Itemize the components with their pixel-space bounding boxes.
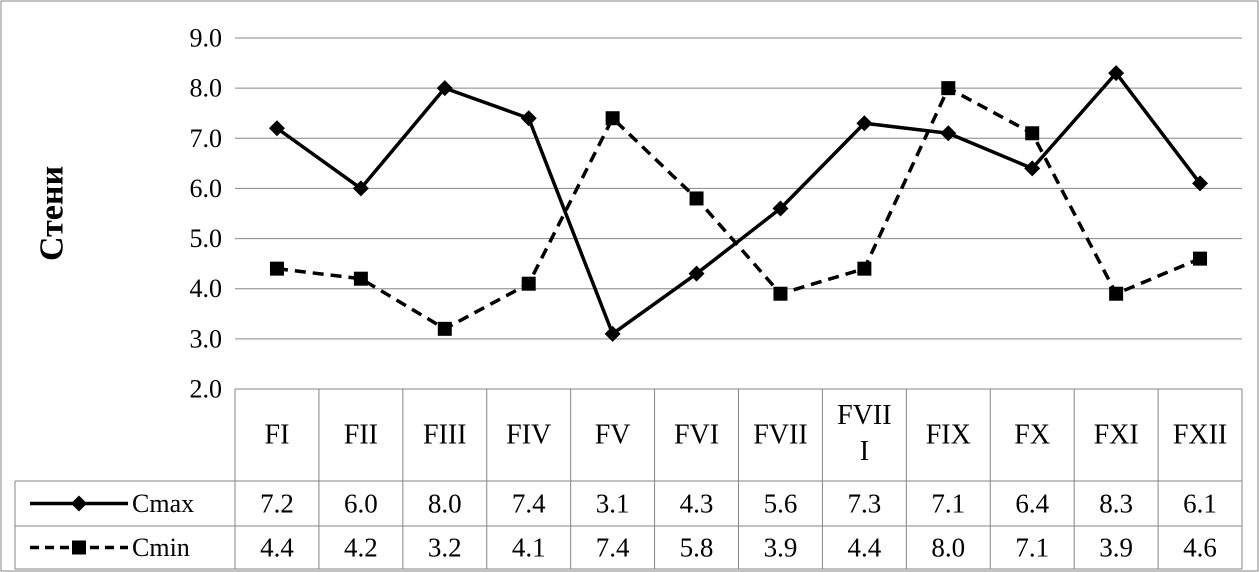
data-point-cmax xyxy=(436,80,453,97)
legend-label-cmin: Cmin xyxy=(132,533,190,562)
data-point-cmin xyxy=(857,261,872,276)
x-tick-label: FII xyxy=(344,420,378,451)
data-label: 3.9 xyxy=(764,533,798,563)
data-label: 8.0 xyxy=(931,533,965,563)
data-label: 7.2 xyxy=(260,489,294,519)
y-tick-label: 5.0 xyxy=(190,224,223,253)
data-point-cmax xyxy=(268,120,285,137)
data-label: 4.2 xyxy=(344,533,378,563)
data-point-cmax xyxy=(520,110,537,127)
data-label: 7.1 xyxy=(1015,533,1049,563)
data-point-cmin xyxy=(1193,251,1208,266)
data-label: 4.3 xyxy=(680,489,714,519)
data-point-cmin xyxy=(353,271,368,286)
y-tick-label: 8.0 xyxy=(190,74,223,103)
x-tick-label: FX xyxy=(1014,420,1050,451)
data-label: 7.4 xyxy=(512,489,546,519)
data-label: 7.1 xyxy=(931,489,965,519)
y-tick-label: 6.0 xyxy=(190,174,223,203)
x-tick-label: FXII xyxy=(1173,420,1227,451)
data-point-cmin xyxy=(1025,126,1040,141)
data-point-cmax xyxy=(1108,65,1125,82)
x-tick-label: FIX xyxy=(926,420,971,451)
y-tick-labels: 2.0 3.0 4.0 5.0 6.0 7.0 8.0 9.0 xyxy=(190,24,223,404)
legend-marker-cmax xyxy=(71,495,87,512)
y-tick-label: 3.0 xyxy=(190,324,223,353)
data-label: 4.4 xyxy=(260,533,294,563)
data-label: 5.8 xyxy=(680,533,714,563)
data-point-cmin xyxy=(941,81,956,96)
data-point-cmin xyxy=(437,321,452,336)
data-table: FI FII FIII FIV FV FVI FVII FVII I FIX FX FXI FXII Cm… xyxy=(14,389,1243,570)
data-point-cmax xyxy=(688,265,705,282)
data-label: 8.0 xyxy=(428,489,462,519)
data-label: 3.9 xyxy=(1099,533,1133,563)
series-lines xyxy=(275,71,1202,336)
data-point-cmax xyxy=(772,200,789,217)
y-tick-label: 9.0 xyxy=(190,24,223,53)
data-point-cmin xyxy=(521,276,536,291)
data-label: 7.4 xyxy=(596,533,630,563)
series-markers xyxy=(268,65,1209,342)
x-tick-label: FIII xyxy=(423,420,467,451)
y-tick-label: 7.0 xyxy=(190,124,223,153)
data-label: 7.3 xyxy=(848,489,882,519)
x-tick-label: FIV xyxy=(506,420,551,451)
series-line-cmin xyxy=(276,86,1201,331)
x-tick-label: FV xyxy=(595,420,631,451)
data-label: 6.1 xyxy=(1183,489,1217,519)
x-tick-label: FVII xyxy=(753,420,807,451)
data-label: 4.4 xyxy=(848,533,882,563)
series-line-cmax xyxy=(275,71,1202,336)
x-tick-label: FXI xyxy=(1094,420,1139,451)
data-label: 4.6 xyxy=(1183,533,1217,563)
data-point-cmax xyxy=(940,125,957,142)
data-label: 6.0 xyxy=(344,489,378,519)
x-tick-label: FVII xyxy=(837,400,891,431)
data-point-cmin xyxy=(773,286,788,301)
data-point-cmin xyxy=(1109,286,1124,301)
data-label: 5.6 xyxy=(764,489,798,519)
x-tick-label: FVI xyxy=(674,420,719,451)
data-label: 3.2 xyxy=(428,533,462,563)
data-point-cmax xyxy=(1192,175,1209,192)
x-tick-label-wrap: I xyxy=(860,436,869,467)
legend-label-cmax: Cmax xyxy=(132,489,194,518)
legend-marker-cmin xyxy=(72,540,86,555)
data-point-cmax xyxy=(856,115,873,132)
data-point-cmin xyxy=(605,111,620,126)
x-tick-label: FI xyxy=(265,420,290,451)
y-tick-label: 2.0 xyxy=(190,375,223,404)
data-label: 6.4 xyxy=(1015,489,1049,519)
y-tick-label: 4.0 xyxy=(190,274,223,303)
data-point-cmax xyxy=(1024,160,1041,177)
data-label: 4.1 xyxy=(512,533,546,563)
data-point-cmin xyxy=(689,191,704,206)
data-point-cmax xyxy=(352,180,369,197)
data-point-cmax xyxy=(604,325,621,342)
y-axis-title: Стени xyxy=(34,166,71,261)
data-label: 3.1 xyxy=(596,489,630,519)
data-label: 8.3 xyxy=(1099,489,1133,519)
data-point-cmin xyxy=(269,261,284,276)
